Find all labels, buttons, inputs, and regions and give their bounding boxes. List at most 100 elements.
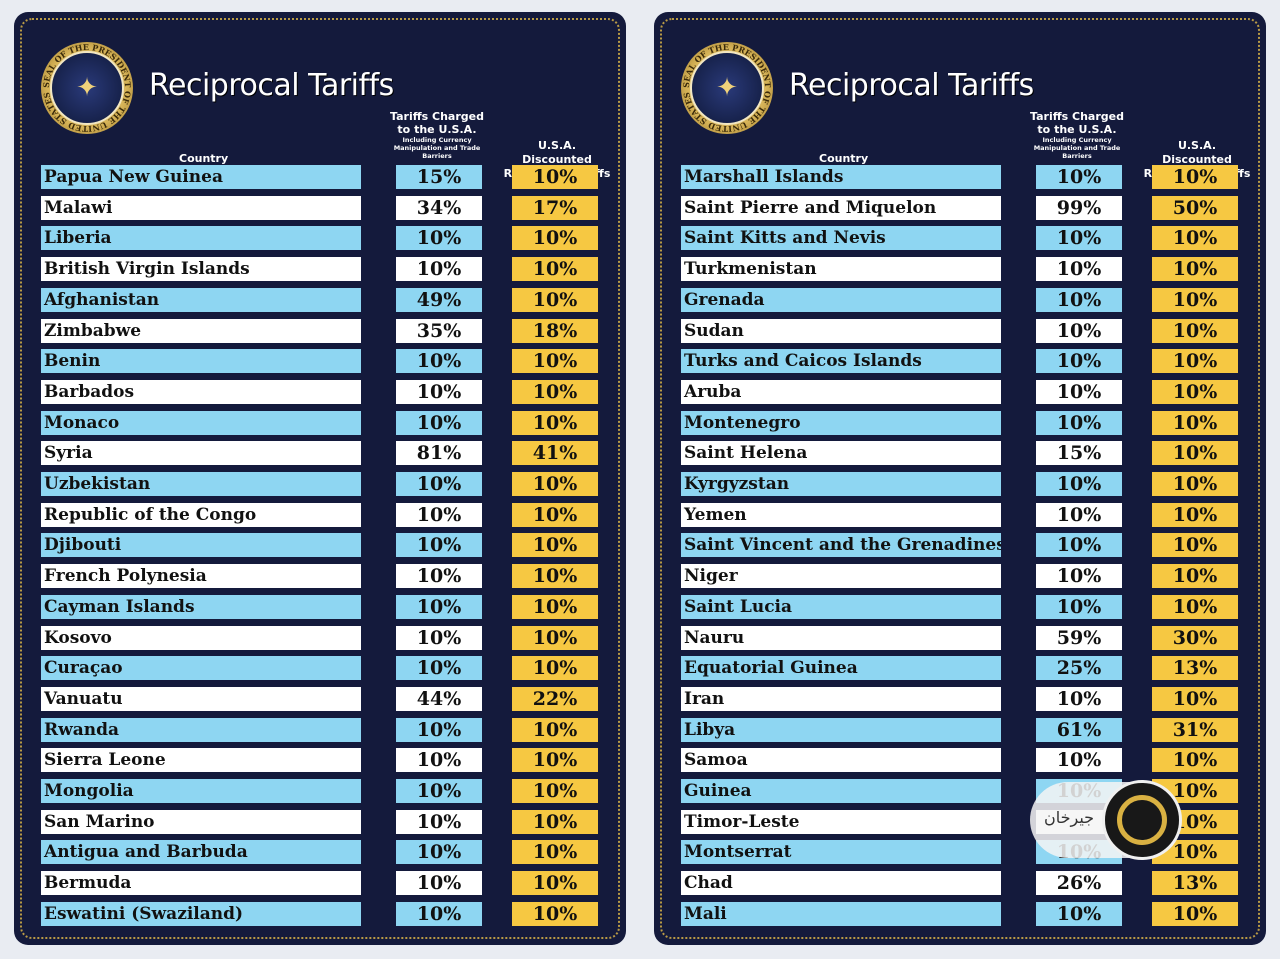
discounted-cell: 10% [1152,165,1238,189]
charged-cell: 10% [1036,349,1122,374]
header-charged-sub: Including Currency Manipulation and Trad… [393,136,481,160]
discounted-cell: 10% [1152,901,1238,926]
charged-cell: 10% [1036,410,1122,435]
charged-cell: 59% [1036,625,1122,650]
discounted-cell: 10% [512,748,598,773]
charged-cell: 10% [1036,686,1122,711]
discounted-cell: 10% [1152,472,1238,496]
charged-cell: 81% [396,441,482,466]
charged-cell: 26% [1036,871,1122,896]
tariff-panel-right: SEAL OF THE PRESIDENT OF THE UNITED STAT… [654,12,1266,945]
header-charged: Tariffs Charged to the U.S.A. Including … [1029,110,1125,160]
charged-cell: 15% [1036,441,1122,466]
country-cell: Afghanistan [41,287,361,312]
country-cell: Libya [681,717,1001,742]
eagle-icon: ✦ [690,51,764,125]
discounted-cell: 10% [1152,226,1238,251]
discounted-cell: 31% [1152,717,1238,742]
country-cell: Uzbekistan [41,472,361,496]
discounted-cell: 10% [512,257,598,282]
charged-cell: 10% [396,656,482,681]
discounted-cell: 30% [1152,625,1238,650]
seal-ring: SEAL OF THE PRESIDENT OF THE UNITED STAT… [681,42,773,134]
country-cell: Liberia [41,226,361,251]
country-cell: Antigua and Barbuda [41,840,361,865]
charged-cell: 15% [396,165,482,189]
panel-title: Reciprocal Tariffs [149,68,394,103]
charged-cell: 10% [1036,379,1122,404]
charged-cell: 25% [1036,656,1122,681]
country-cell: Chad [681,871,1001,896]
country-cell: Marshall Islands [681,165,1001,189]
charged-cell: 10% [396,379,482,404]
charged-cell: 10% [396,533,482,558]
discounted-cell: 10% [512,533,598,558]
header-charged-main: Tariffs Charged to the U.S.A. [1030,110,1124,136]
discounted-cell: 10% [1152,318,1238,343]
country-cell: Mongolia [41,779,361,803]
country-cell: Turks and Caicos Islands [681,349,1001,374]
country-cell: Grenada [681,287,1001,312]
country-cell: Saint Kitts and Nevis [681,226,1001,251]
discounted-cell: 10% [1152,594,1238,619]
discounted-cell: 10% [512,410,598,435]
country-cell: Kosovo [41,625,361,650]
charged-cell: 10% [1036,257,1122,282]
discounted-cell: 10% [1152,379,1238,404]
eagle-icon: ✦ [50,51,124,125]
svg-text:SEAL OF THE PRESIDENT OF THE U: SEAL OF THE PRESIDENT OF THE UNITED STAT… [681,42,773,134]
country-cell: Zimbabwe [41,318,361,343]
country-cell: Equatorial Guinea [681,656,1001,681]
country-cell: Montenegro [681,410,1001,435]
charged-cell: 10% [1036,564,1122,589]
watermark-text: جیرخان [1044,808,1095,827]
charged-cell: 99% [1036,195,1122,220]
header-charged: Tariffs Charged to the U.S.A. Including … [389,110,485,160]
country-cell: Saint Vincent and the Grenadines [681,533,1001,558]
country-cell: Timor-Leste [681,809,1001,834]
discounted-cell: 18% [512,318,598,343]
country-cell: Djibouti [41,533,361,558]
country-cell: Iran [681,686,1001,711]
charged-cell: 10% [1036,165,1122,189]
discounted-cell: 10% [512,779,598,803]
discounted-cell: 10% [512,379,598,404]
discounted-cell: 13% [1152,871,1238,896]
discounted-cell: 10% [1152,349,1238,374]
header-charged-main: Tariffs Charged to the U.S.A. [390,110,484,136]
discounted-cell: 10% [512,625,598,650]
country-cell: Cayman Islands [41,594,361,619]
charged-cell: 10% [396,625,482,650]
seal-ring: SEAL OF THE PRESIDENT OF THE UNITED STAT… [41,42,133,134]
discounted-cell: 13% [1152,656,1238,681]
discounted-cell: 41% [512,441,598,466]
charged-cell: 44% [396,686,482,711]
charged-cell: 49% [396,287,482,312]
discounted-cell: 10% [512,656,598,681]
discounted-cell: 10% [512,564,598,589]
country-cell: Bermuda [41,871,361,896]
discounted-cell: 10% [1152,564,1238,589]
header-country: Country [819,152,869,165]
country-cell: Sudan [681,318,1001,343]
country-cell: San Marino [41,809,361,834]
charged-cell: 10% [396,840,482,865]
discounted-cell: 10% [512,840,598,865]
seal-text: SEAL OF THE PRESIDENT OF THE UNITED STAT… [681,42,773,134]
discounted-cell: 10% [1152,287,1238,312]
country-cell: Aruba [681,379,1001,404]
discounted-cell: 10% [512,502,598,527]
country-cell: Saint Pierre and Miquelon [681,195,1001,220]
watermark-logo-icon [1102,780,1182,860]
country-cell: Kyrgyzstan [681,472,1001,496]
country-cell: Saint Lucia [681,594,1001,619]
country-cell: Syria [41,441,361,466]
discounted-cell: 10% [512,349,598,374]
charged-cell: 61% [1036,717,1122,742]
charged-cell: 10% [1036,287,1122,312]
discounted-cell: 10% [512,472,598,496]
country-cell: Saint Helena [681,441,1001,466]
discounted-cell: 10% [512,287,598,312]
charged-cell: 10% [396,871,482,896]
charged-cell: 10% [396,502,482,527]
